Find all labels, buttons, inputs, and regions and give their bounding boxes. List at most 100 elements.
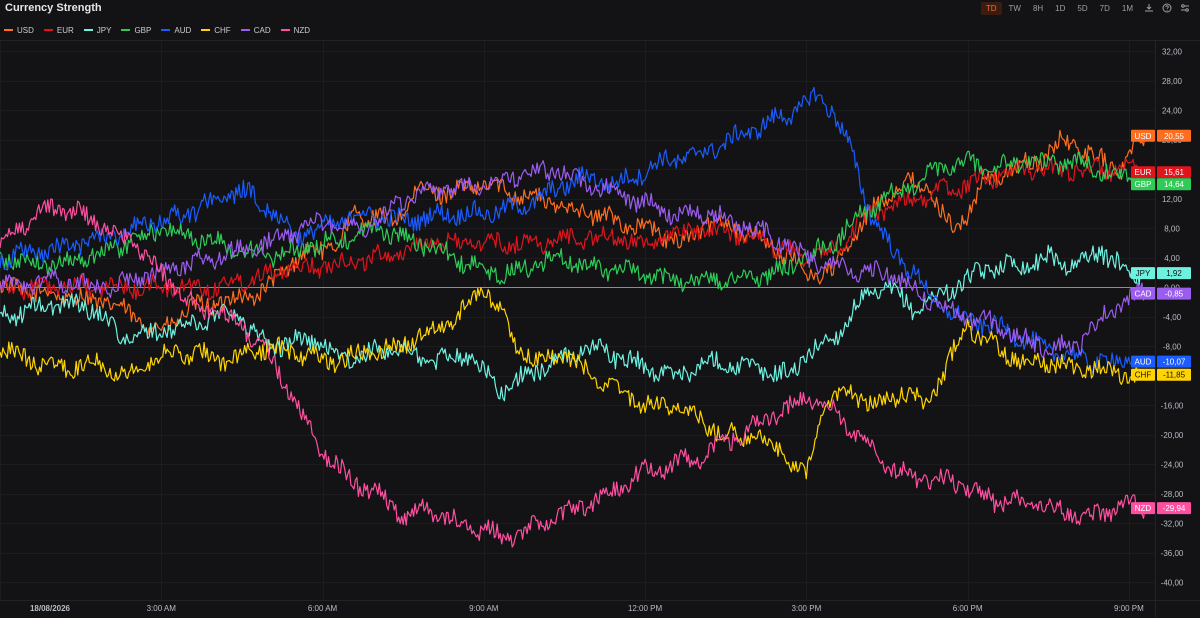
series-line-gbp[interactable] (0, 150, 1146, 293)
legend-swatch (83, 29, 93, 31)
y-tick-label: -4,00 (1163, 313, 1182, 322)
toolbar: TD TW 8H 1D 5D 7D 1M (979, 0, 1192, 16)
series-line-eur[interactable] (0, 156, 1146, 301)
value-tag-label: -11,85 (1163, 371, 1186, 380)
currency-tag (1131, 502, 1155, 515)
y-tick-label: -28,00 (1161, 490, 1184, 499)
settings-icon[interactable] (1178, 1, 1192, 15)
value-tag-label: -0,85 (1165, 290, 1184, 299)
y-tick-label: -8,00 (1163, 342, 1182, 351)
last-value-label-cad: CAD -0,85 (1131, 287, 1191, 300)
legend-label: USD (17, 25, 34, 35)
timeframe-5d[interactable]: 5D (1077, 3, 1088, 13)
last-value-label-aud: AUD -10,07 (1131, 355, 1191, 368)
currency-tag-label: USD (1135, 132, 1152, 141)
last-value-label-jpy: JPY 1,92 (1131, 267, 1191, 280)
grid (0, 41, 1155, 600)
y-tick-label: 12,00 (1162, 195, 1183, 204)
value-tag (1157, 267, 1191, 280)
timeframe-1d[interactable]: 1D (1055, 3, 1066, 13)
value-tag-label: -10,07 (1163, 358, 1186, 367)
last-value-label-gbp: GBP 14,64 (1131, 178, 1191, 191)
help-icon[interactable] (1160, 1, 1174, 15)
legend-item-chf[interactable]: CHF (201, 26, 231, 35)
legend-item-eur[interactable]: EUR (43, 25, 74, 35)
series-line-jpy[interactable] (0, 244, 1146, 402)
timeframe-8h[interactable]: 8H (1032, 3, 1044, 13)
legend-item-jpy[interactable]: JPY (83, 25, 112, 35)
legend-label: EUR (56, 25, 74, 35)
x-tick-label: 3:00 AM (147, 604, 177, 613)
legend-swatch (43, 29, 53, 31)
y-tick-label: -32,00 (1161, 519, 1184, 528)
x-tick-label: 18/08/2026 (30, 604, 71, 613)
legend-item-nzd[interactable]: NZD (280, 25, 311, 35)
last-value-label-eur: EUR 15,61 (1131, 166, 1191, 179)
value-tag-label: 15,61 (1164, 168, 1185, 177)
legend-label: NZD (293, 25, 311, 35)
currency-tag (1131, 355, 1155, 368)
legend-item-cad[interactable]: CAD (240, 25, 271, 35)
currency-tag (1131, 287, 1155, 300)
value-tag (1157, 166, 1191, 179)
legend-label: JPY (96, 25, 112, 35)
x-tick-label: 12:00 PM (628, 604, 663, 613)
chart-legend: USD EUR JPY GBP AUD CHF CAD NZD (4, 24, 320, 36)
value-tag-label: 1,92 (1166, 269, 1182, 278)
y-tick-label: -36,00 (1161, 549, 1184, 558)
last-value-label-nzd: NZD -29,94 (1131, 502, 1191, 515)
legend-swatch (161, 29, 171, 31)
legend-swatch (121, 29, 131, 31)
legend-item-aud[interactable]: AUD (161, 26, 191, 35)
legend-swatch (201, 29, 211, 31)
value-tag-label: -29,94 (1163, 504, 1186, 513)
currency-tag-label: GBP (1135, 180, 1152, 189)
value-tag (1157, 129, 1191, 142)
legend-label: AUD (174, 25, 192, 35)
value-tag (1157, 368, 1191, 381)
currency-tag (1131, 267, 1155, 280)
value-tag-label: 20,55 (1164, 132, 1185, 141)
currency-tag (1131, 129, 1155, 142)
currency-tag (1131, 368, 1155, 381)
y-tick-label: -16,00 (1161, 401, 1184, 410)
x-tick-label: 3:00 PM (791, 604, 821, 613)
timeframe-td[interactable]: TD (980, 1, 1002, 15)
header: Currency Strength TD TW 8H 1D 5D 7D 1M (0, 0, 1200, 18)
value-tag-label: 14,64 (1164, 180, 1185, 189)
timeframe-7d[interactable]: 7D (1099, 3, 1110, 13)
y-tick-label: 4,00 (1164, 254, 1180, 263)
currency-tag-label: JPY (1136, 269, 1151, 278)
series-line-chf[interactable] (0, 287, 1146, 480)
timeframe-1m[interactable]: 1M (1121, 3, 1133, 13)
y-tick-label: -20,00 (1161, 431, 1184, 440)
currency-tag (1131, 166, 1155, 179)
download-icon[interactable] (1142, 1, 1156, 15)
series-line-usd[interactable] (0, 129, 1146, 335)
y-tick-label: -40,00 (1161, 578, 1184, 587)
timeframe-tw[interactable]: TW (1008, 3, 1021, 13)
y-tick-label: -24,00 (1161, 460, 1184, 469)
currency-tag-label: AUD (1135, 358, 1152, 367)
legend-item-usd[interactable]: USD (4, 26, 34, 35)
y-tick-label: 8,00 (1164, 224, 1180, 233)
x-tick-label: 9:00 AM (469, 604, 499, 613)
currency-tag-label: EUR (1135, 168, 1152, 177)
page-title: Currency Strength (5, 2, 102, 14)
x-tick-label: 9:00 PM (1114, 604, 1144, 613)
legend-item-gbp[interactable]: GBP (121, 26, 151, 35)
y-tick-label: 32,00 (1162, 47, 1183, 56)
value-tag (1157, 178, 1191, 191)
legend-label: CAD (253, 25, 271, 35)
last-value-label-chf: CHF -11,85 (1131, 368, 1191, 381)
currency-tag-label: NZD (1135, 504, 1152, 513)
series-line-nzd[interactable] (0, 198, 1146, 548)
currency-tag (1131, 178, 1155, 191)
y-tick-label: 24,00 (1162, 106, 1183, 115)
legend-swatch (4, 29, 13, 31)
x-tick-label: 6:00 PM (953, 604, 983, 613)
series-line-cad[interactable] (0, 160, 1146, 358)
legend-swatch (280, 29, 290, 31)
y-tick-label: 28,00 (1162, 77, 1183, 86)
